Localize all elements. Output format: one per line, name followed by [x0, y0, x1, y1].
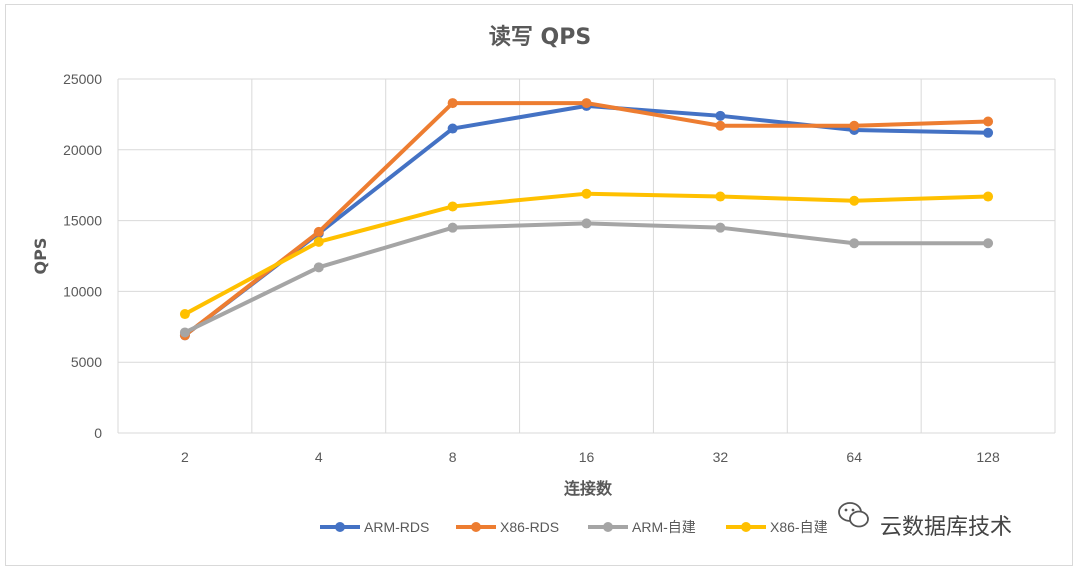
- legend-label: X86-RDS: [500, 519, 559, 535]
- x-tick-label: 64: [846, 449, 862, 465]
- watermark: 云数据库技术: [838, 502, 1012, 540]
- x-axis-label: 连接数: [564, 479, 613, 498]
- y-tick-label: 0: [94, 425, 102, 441]
- x-tick-label: 2: [181, 449, 189, 465]
- series-lines: [179, 98, 994, 341]
- data-point: [715, 222, 726, 233]
- data-point: [179, 309, 190, 320]
- data-point: [447, 98, 458, 109]
- data-point: [313, 236, 324, 247]
- legend-label: X86-自建: [770, 519, 828, 535]
- series-3: [179, 218, 994, 338]
- data-point: [581, 188, 592, 199]
- x-tick-label: 4: [315, 449, 323, 465]
- data-point: [983, 238, 994, 249]
- legend-marker: [741, 522, 751, 532]
- series-line: [182, 191, 991, 317]
- legend-entry: ARM-RDS: [320, 519, 429, 535]
- y-tick-label: 20000: [63, 142, 102, 158]
- legend-entry: X86-自建: [726, 519, 828, 535]
- gridlines: [117, 78, 1056, 434]
- watermark-text: 云数据库技术: [880, 515, 1012, 540]
- x-tick-label: 8: [449, 449, 457, 465]
- x-tick-label: 16: [579, 449, 595, 465]
- data-point: [179, 327, 190, 338]
- data-point: [313, 226, 324, 237]
- legend: ARM-RDS X86-RDS ARM-自建 X86-自建: [320, 519, 828, 535]
- data-point: [983, 116, 994, 127]
- y-tick-label: 5000: [71, 354, 102, 370]
- y-tick-label: 10000: [63, 283, 102, 299]
- legend-label: ARM-自建: [632, 519, 696, 535]
- y-tick-label: 25000: [63, 71, 102, 87]
- x-tick-label: 32: [713, 449, 729, 465]
- data-point: [849, 238, 860, 249]
- legend-marker: [471, 522, 481, 532]
- data-point: [581, 98, 592, 109]
- legend-entry: ARM-自建: [588, 519, 696, 535]
- legend-label: ARM-RDS: [364, 519, 429, 535]
- y-axis-label: QPS: [31, 238, 50, 275]
- data-point: [447, 201, 458, 212]
- chart-frame: [5, 4, 1073, 566]
- data-point: [313, 262, 324, 273]
- series-4: [179, 188, 994, 320]
- data-point: [447, 123, 458, 134]
- x-tick-label: 128: [976, 449, 1000, 465]
- x-axis-ticks: 2 4 8 16 32 64 128: [181, 449, 1000, 465]
- data-point: [715, 120, 726, 131]
- series-2: [179, 98, 994, 341]
- legend-marker: [335, 522, 345, 532]
- y-axis-ticks: 0 5000 10000 15000 20000 25000: [63, 71, 102, 441]
- data-point: [715, 110, 726, 121]
- chart-title: 读写 QPS: [489, 25, 591, 50]
- data-point: [849, 120, 860, 131]
- data-point: [849, 195, 860, 206]
- data-point: [581, 218, 592, 229]
- data-point: [983, 127, 994, 138]
- legend-entry: X86-RDS: [456, 519, 559, 535]
- data-point: [447, 222, 458, 233]
- data-point: [715, 191, 726, 202]
- wechat-icon: [838, 502, 869, 528]
- y-tick-label: 15000: [63, 213, 102, 229]
- legend-marker: [603, 522, 613, 532]
- data-point: [983, 191, 994, 202]
